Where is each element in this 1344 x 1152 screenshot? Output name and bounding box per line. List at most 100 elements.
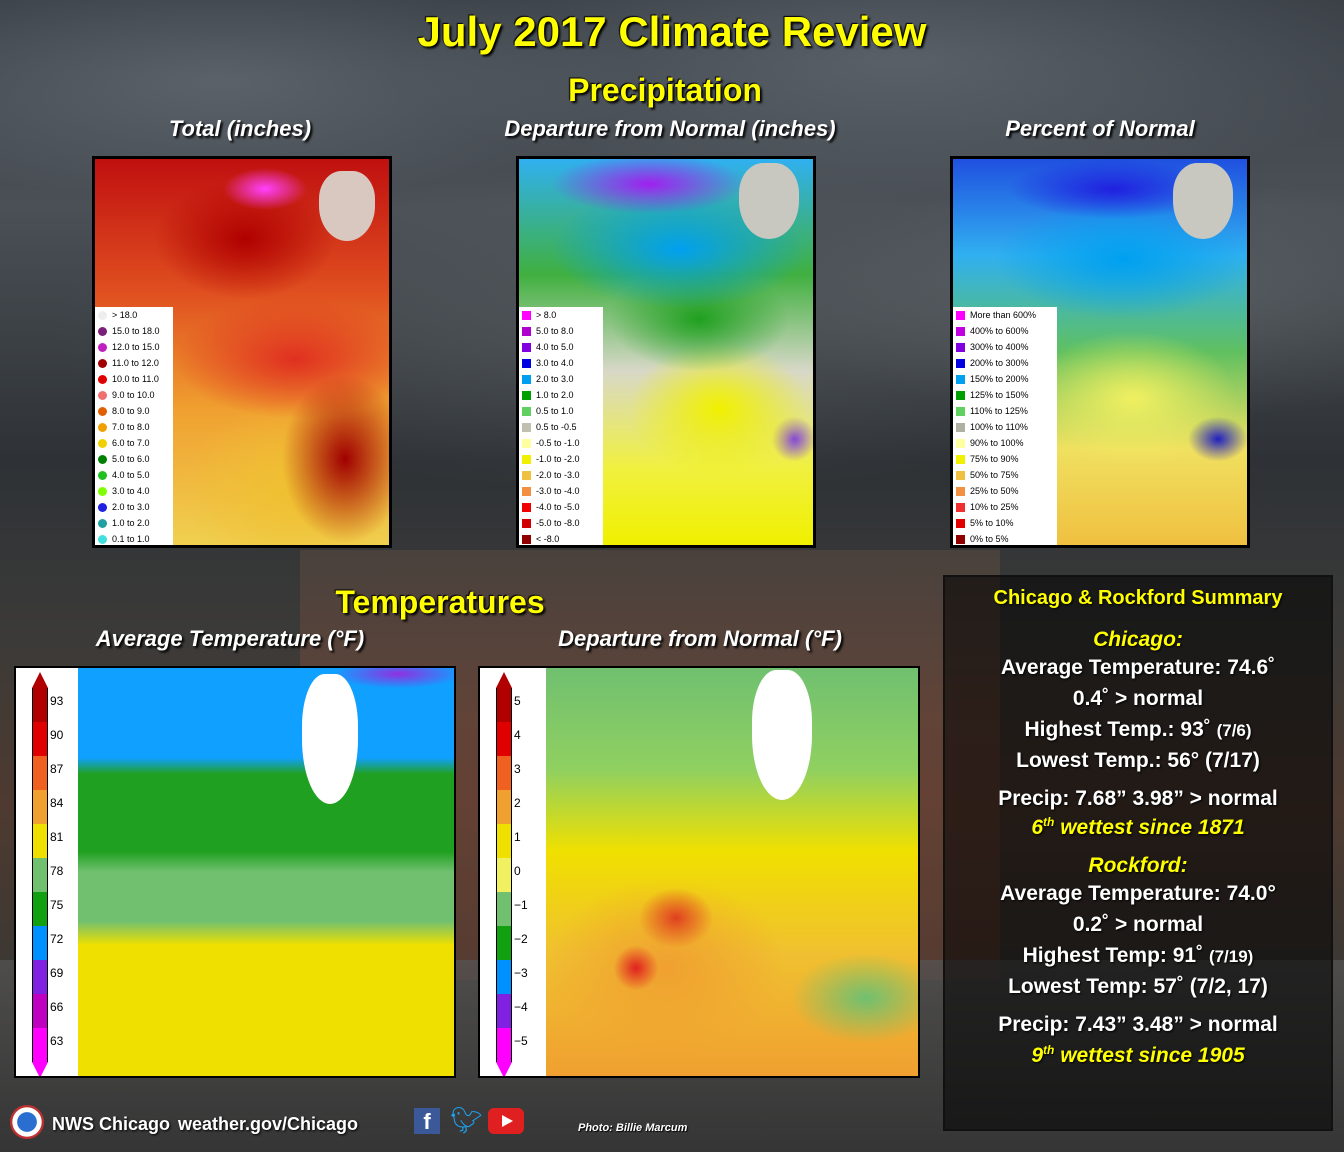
legend-entry: 8.0 to 9.0 [95,403,173,419]
scale-band [496,960,512,994]
legend-swatch [956,342,965,352]
legend-swatch [956,358,965,368]
legend-label: 8.0 to 9.0 [112,406,150,416]
scale-band [496,994,512,1028]
legend-entry: > 18.0 [95,307,173,323]
legend-entry: -5.0 to -8.0 [519,515,603,531]
legend-label: > 8.0 [536,310,557,320]
scale-band [496,756,512,790]
legend-label: 2.0 to 3.0 [536,374,574,384]
legend-swatch [956,326,965,336]
departure-precip-label: Departure from Normal (inches) [504,116,836,141]
legend-swatch [98,454,107,464]
total-precip-label: Total (inches) [168,116,312,141]
legend-entry: 50% to 75% [953,467,1057,483]
legend-entry: 75% to 90% [953,451,1057,467]
scale-band [496,926,512,960]
legend-label: -4.0 to -5.0 [536,502,580,512]
scale-band [496,790,512,824]
legend-label: 7.0 to 8.0 [112,422,150,432]
legend-label: 12.0 to 15.0 [112,342,160,352]
legend-swatch [98,390,107,400]
avg-temp-label: Average Temperature (°F) [95,626,365,651]
scale-top-arrow [32,672,48,688]
legend-entry: -1.0 to -2.0 [519,451,603,467]
legend-label: 1.0 to 2.0 [536,390,574,400]
scale-band [32,790,48,824]
legend-entry: 110% to 125% [953,403,1057,419]
total-precip-legend: > 18.0 15.0 to 18.0 12.0 to 15.0 11.0 to 12… [95,307,173,545]
legend-label: 125% to 150% [970,390,1029,400]
departure-precip-map: > 8.0 5.0 to 8.0 4.0 to 5.0 3.0 to 4.0 2.0 t… [516,156,816,548]
facebook-icon[interactable]: f [414,1108,440,1134]
scale-label: 84 [50,796,64,810]
legend-entry: 7.0 to 8.0 [95,419,173,435]
rockford-avg-temp: Average Temperature: 74.0° [1000,882,1276,905]
scale-label: 87 [50,762,64,776]
legend-swatch [956,406,965,416]
youtube-icon[interactable] [488,1108,524,1134]
scale-label: 72 [50,932,64,946]
legend-entry: 100% to 110% [953,419,1057,435]
rockford-heading: Rockford: [1088,854,1188,877]
legend-label: 10% to 25% [970,502,1019,512]
scale-label: 2 [514,796,521,810]
scale-label: 5 [514,694,521,708]
legend-label: 4.0 to 5.0 [112,470,150,480]
legend-entry: 0% to 5% [953,531,1057,545]
legend-swatch [522,438,531,448]
chicago-precip: Precip: 7.68” 3.98” > normal [998,787,1278,810]
legend-swatch [522,390,531,400]
temperatures-heading: Temperatures [335,584,545,620]
scale-band [496,688,512,722]
legend-swatch [956,438,965,448]
twitter-icon[interactable]: 🐦︎ [450,1105,484,1135]
temp-departure-scale: 5 4 3 2 1 0 −1 −2 −3 −4 −5 [480,668,540,1076]
nws-logo-icon [10,1105,44,1139]
lake-michigan-shape [752,670,812,800]
website-link[interactable]: weather.gov/Chicago [178,1114,359,1134]
chicago-rank: 6th wettest since 1871 [1031,815,1245,839]
avg-temp-field [78,668,454,1076]
scale-band [32,892,48,926]
scale-bottom-arrow [496,1062,512,1076]
scale-label: −2 [514,932,528,946]
legend-label: 3.0 to 4.0 [112,486,150,496]
legend-entry: 2.0 to 3.0 [519,371,603,387]
legend-swatch [956,374,965,384]
page-title: July 2017 Climate Review [417,8,927,55]
scale-label: −5 [514,1034,528,1048]
precipitation-heading: Precipitation [568,72,762,108]
legend-entry: 0.5 to 1.0 [519,403,603,419]
rockford-rank: 9th wettest since 1905 [1031,1043,1245,1067]
legend-swatch [98,342,107,352]
legend-swatch [522,406,531,416]
legend-swatch [956,534,965,544]
chicago-high-value: Highest Temp.: 93˚ [1024,718,1211,741]
legend-entry: 3.0 to 4.0 [519,355,603,371]
legend-entry: -3.0 to -4.0 [519,483,603,499]
rockford-avg-departure: 0.2˚ > normal [1072,913,1204,936]
legend-swatch [98,470,107,480]
legend-label: 75% to 90% [970,454,1019,464]
legend-label: 110% to 125% [970,406,1028,416]
legend-label: 1.0 to 2.0 [112,518,150,528]
legend-swatch [522,326,531,336]
legend-entry: 400% to 600% [953,323,1057,339]
legend-swatch [956,390,965,400]
legend-entry: 5.0 to 6.0 [95,451,173,467]
legend-swatch [956,422,965,432]
chicago-low-temp: Lowest Temp.: 56° (7/17) [1016,749,1260,772]
scale-label: 1 [514,830,521,844]
legend-swatch [98,534,107,544]
legend-swatch [522,342,531,352]
scale-band [32,926,48,960]
legend-label: 6.0 to 7.0 [112,438,150,448]
scale-band [32,824,48,858]
legend-label: 3.0 to 4.0 [536,358,574,368]
scale-bottom-arrow [32,1062,48,1076]
scale-label: 93 [50,694,64,708]
legend-swatch [522,310,531,320]
lake-michigan-shape [302,674,358,804]
nws-office-name: NWS Chicago [52,1114,171,1134]
